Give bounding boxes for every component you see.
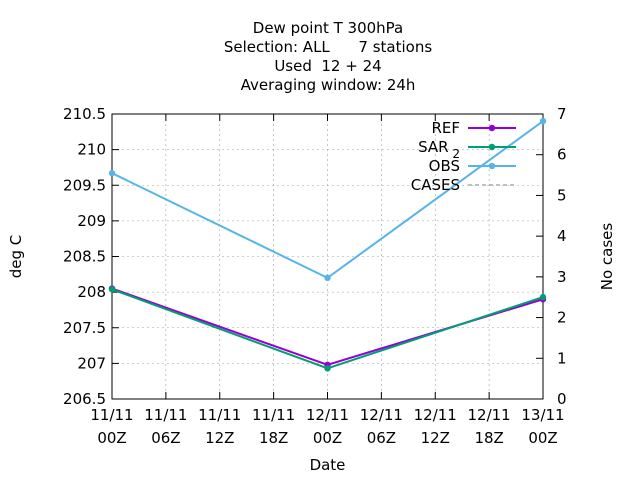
y-tick-label: 210.5	[63, 105, 106, 123]
y-tick-label: 206.5	[63, 390, 106, 408]
data-point-sar	[324, 365, 331, 372]
data-point-obs	[539, 117, 547, 125]
legend-label-cases: CASES	[411, 176, 460, 194]
legend-label-sar: SAR 2	[418, 138, 460, 161]
x-axis-label: Date	[310, 456, 346, 474]
x-tick-label: 11/11	[198, 406, 241, 424]
grid	[112, 114, 543, 399]
chart-subtitle-line: Selection: ALL 7 stations	[224, 38, 432, 56]
legend-label-text: REF	[431, 119, 460, 137]
y2-tick-label: 2	[557, 309, 567, 327]
y-axis-label: deg C	[7, 235, 25, 279]
data-point-sar	[108, 286, 116, 293]
y-tick-label: 210	[77, 141, 106, 159]
y-tick-label: 207	[77, 354, 106, 372]
x-tick-label: 06Z	[151, 429, 180, 447]
chart-subtitle-line: Averaging window: 24h	[241, 76, 416, 94]
y2-tick-label: 7	[557, 105, 567, 123]
axis-ticks: 206.5207207.5208208.5209209.5210210.5012…	[63, 105, 567, 447]
y2-axis-label: No cases	[598, 223, 616, 291]
x-tick-label: 00Z	[97, 429, 126, 447]
x-tick-label: 06Z	[367, 429, 396, 447]
chart-title: Dew point T 300hPa Selection: ALL 7 stat…	[224, 19, 432, 94]
y-tick-label: 207.5	[63, 319, 106, 337]
x-tick-label: 11/11	[252, 406, 295, 424]
chart-subtitle-line: Used 12 + 24	[274, 57, 381, 75]
x-tick-label: 18Z	[474, 429, 503, 447]
series-line-sar	[111, 288, 544, 370]
y-tick-label: 208.5	[63, 248, 106, 266]
x-tick-label: 11/11	[90, 406, 133, 424]
data-point-sar	[539, 293, 547, 301]
y-tick-label: 208	[77, 283, 106, 301]
legend-marker-obs	[488, 162, 496, 170]
x-tick-label: 12/11	[360, 406, 403, 424]
legend-label-text: OBS	[429, 157, 460, 175]
y2-tick-label: 0	[557, 390, 567, 408]
data-point-obs	[108, 169, 116, 177]
x-tick-label: 12/11	[468, 406, 511, 424]
legend-marker-ref	[488, 124, 496, 132]
legend-label-subscript: 2	[449, 147, 460, 161]
data-point-obs	[324, 274, 331, 282]
y2-tick-label: 1	[557, 349, 567, 367]
legend-marker-sar	[488, 143, 496, 151]
x-tick-label: 12/11	[414, 406, 457, 424]
y2-tick-label: 4	[557, 227, 567, 245]
x-tick-label: 18Z	[259, 429, 288, 447]
x-tick-label: 00Z	[313, 429, 342, 447]
x-tick-label: 12/11	[306, 406, 349, 424]
legend-label-obs: OBS	[429, 157, 460, 175]
x-tick-label: 11/11	[144, 406, 187, 424]
y2-tick-label: 6	[557, 146, 567, 164]
x-tick-label: 12Z	[421, 429, 450, 447]
y2-tick-label: 3	[557, 268, 567, 286]
chart-title-line: Dew point T 300hPa	[253, 19, 403, 37]
legend-label-text: SAR	[418, 138, 448, 156]
y2-tick-label: 5	[557, 186, 567, 204]
y-tick-label: 209	[77, 212, 106, 230]
x-tick-label: 12Z	[205, 429, 234, 447]
x-tick-label: 13/11	[521, 406, 564, 424]
x-tick-label: 00Z	[528, 429, 557, 447]
legend-label-ref: REF	[431, 119, 460, 137]
y-tick-label: 209.5	[63, 176, 106, 194]
series-group	[108, 117, 547, 372]
legend-label-text: CASES	[411, 176, 460, 194]
